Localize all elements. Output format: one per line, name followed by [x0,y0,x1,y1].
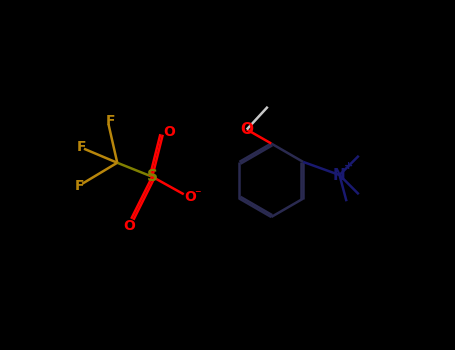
Text: O: O [184,190,196,204]
Text: N: N [333,168,346,182]
Text: F: F [75,178,84,192]
Text: S: S [147,169,158,184]
Text: O: O [240,122,253,137]
Text: ⁻: ⁻ [194,188,200,202]
Text: +: + [344,161,353,171]
Text: O: O [163,125,175,139]
Text: F: F [76,140,86,154]
Text: O: O [124,219,136,233]
Text: F: F [106,114,115,128]
